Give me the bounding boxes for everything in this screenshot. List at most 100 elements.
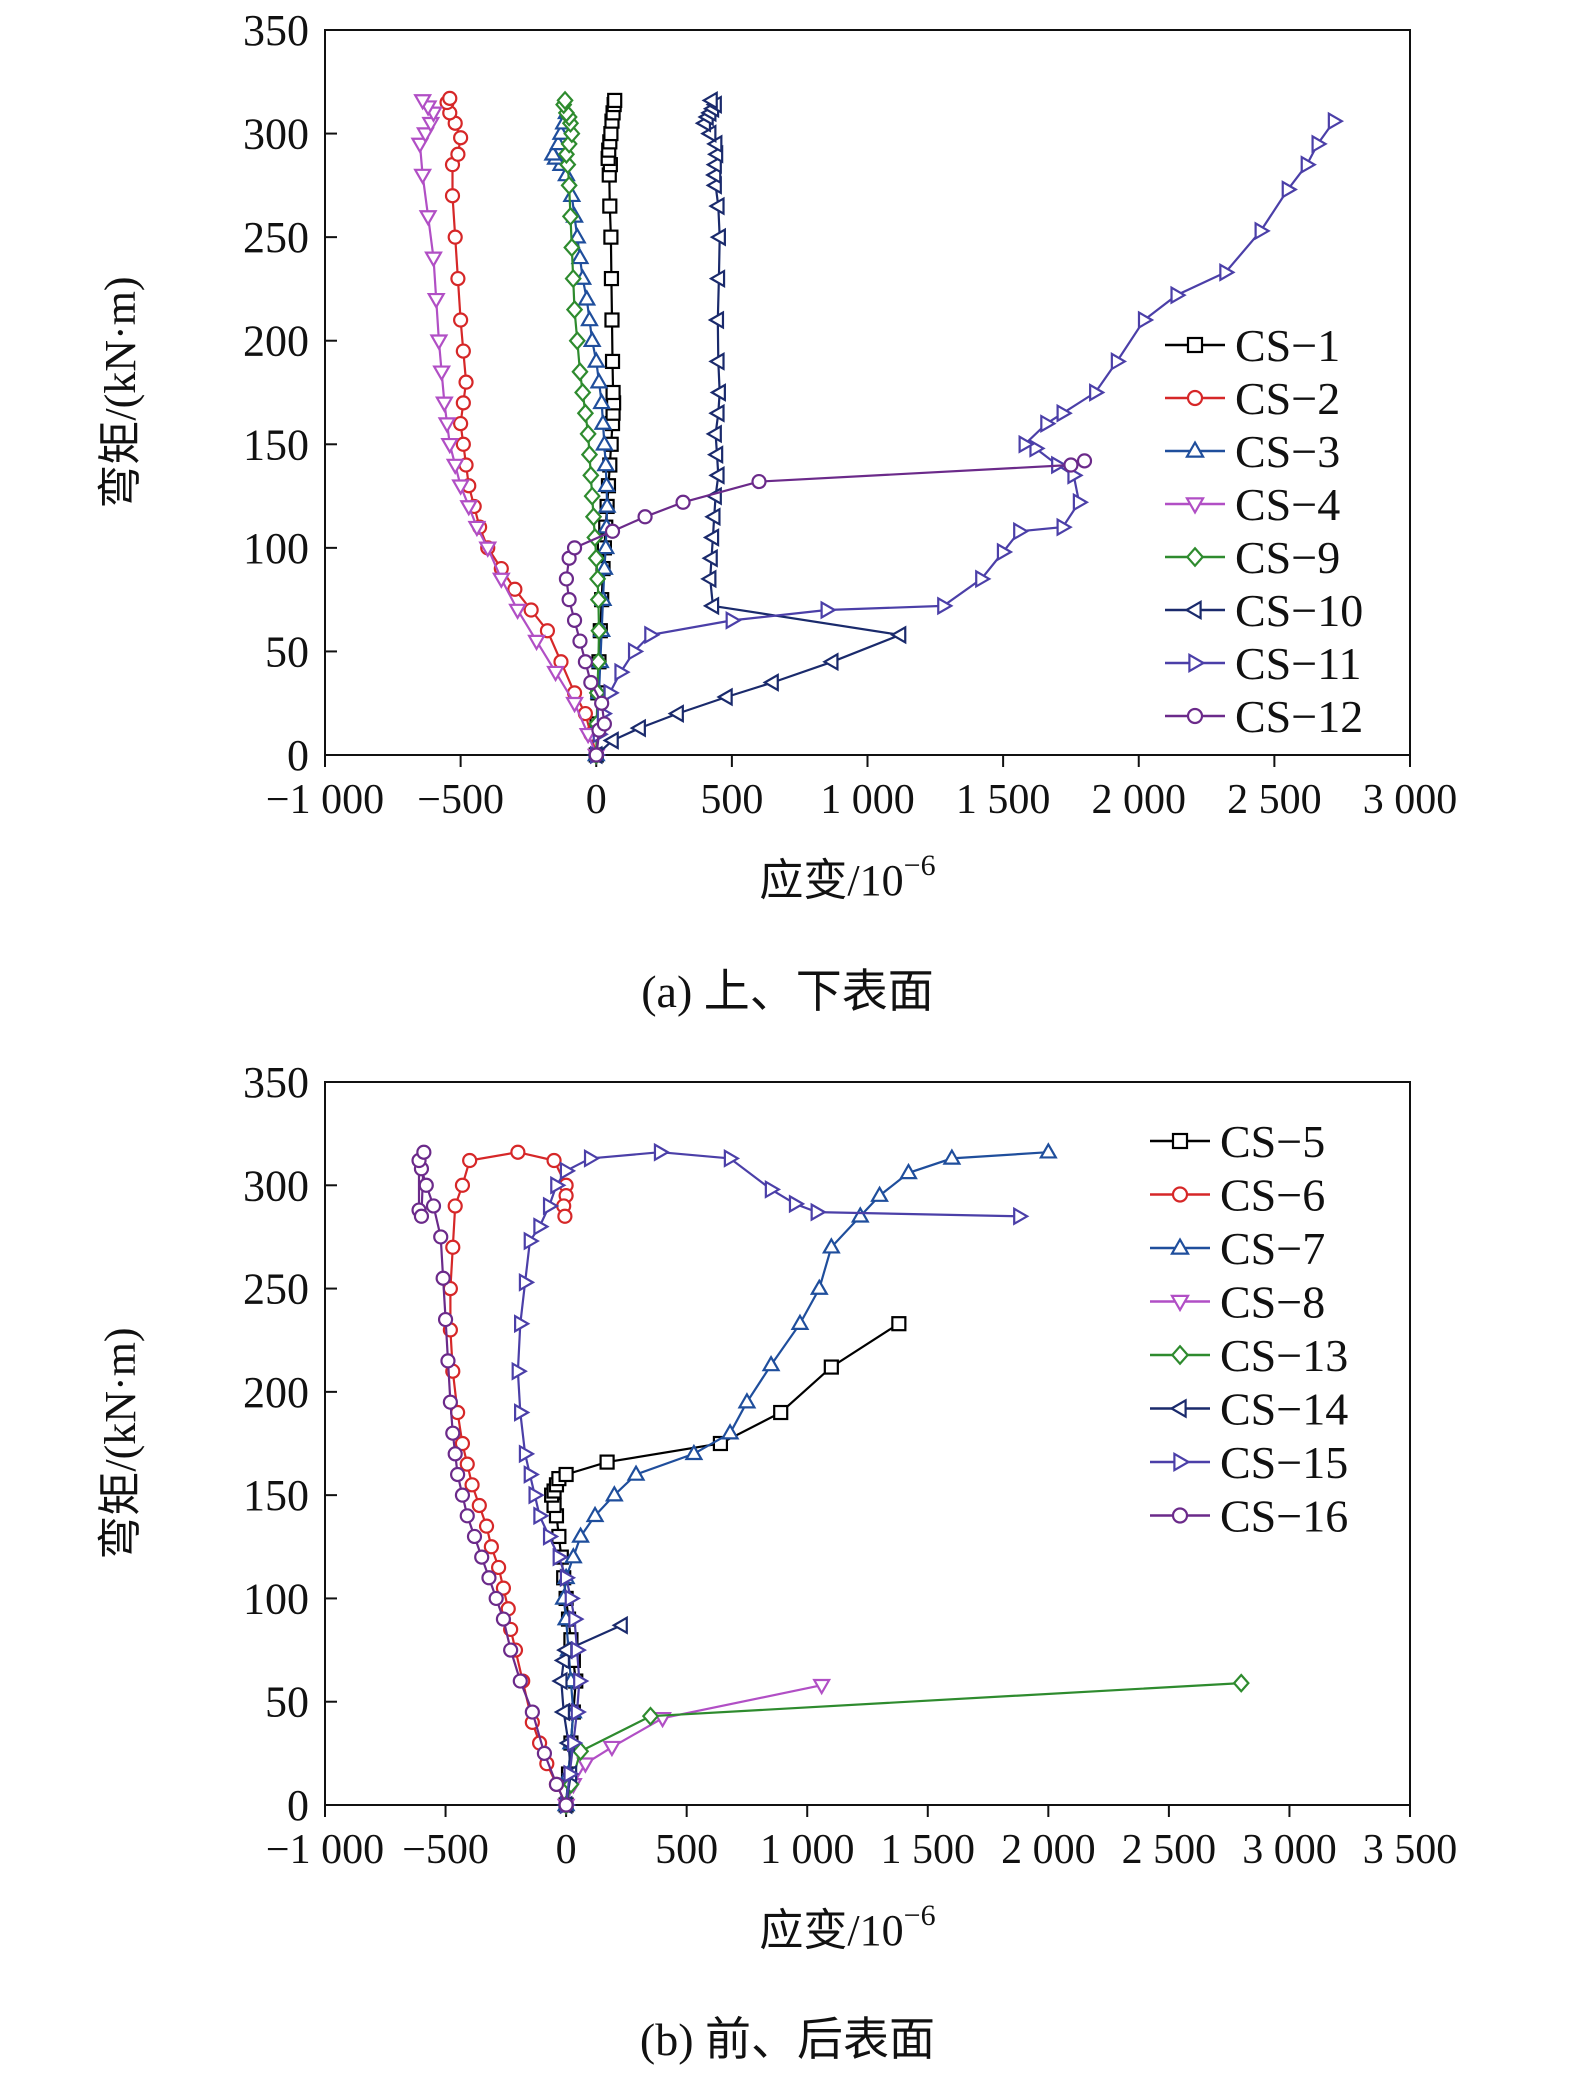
data-point [536,1745,553,1761]
data-point [451,479,471,496]
data-point [653,1142,671,1162]
data-point [478,541,498,558]
data-point [607,92,623,109]
data-point [603,125,619,142]
data-point [566,540,583,556]
data-point [410,137,430,154]
data-point [812,1678,832,1696]
legend-marker [1171,1186,1189,1203]
data-point [588,569,607,589]
data-point [455,343,471,359]
legend-label: CS−8 [1220,1277,1325,1328]
data-point [723,1149,741,1168]
data-point [437,417,457,434]
legend-marker [1185,497,1205,515]
data-point [533,1217,550,1236]
data-point [559,1568,577,1588]
data-point [584,506,603,527]
data-point [595,434,614,451]
legend-item: CS−12 [1165,691,1363,742]
data-point [471,1497,487,1514]
series-CS−8 [556,1678,832,1816]
data-point [466,1528,483,1545]
data-point [563,1764,580,1784]
legend-item: CS−14 [1150,1384,1348,1435]
y-tick-label: 300 [243,110,309,159]
y-tick-label: 350 [243,1058,309,1107]
data-point [820,600,837,620]
data-point [553,1651,571,1670]
data-point [524,1704,540,1720]
data-point [567,227,587,244]
data-point [599,1454,615,1470]
x-tick-label: 2 000 [1092,777,1187,823]
data-point [573,1671,590,1691]
data-point [637,509,653,525]
legend-label: CS−14 [1220,1384,1348,1435]
data-point [937,596,954,616]
y-tick-label: 250 [243,213,309,262]
data-point [523,1231,540,1251]
plot-frame [324,1081,1411,1806]
data-point [708,269,726,288]
x-tick-label: 1 500 [881,1827,976,1873]
data-point [552,1547,569,1567]
data-point [558,571,575,587]
data-point [523,1465,540,1484]
x-tick-label: −500 [417,777,504,823]
data-point [597,475,616,493]
legend-item: CS−11 [1165,638,1362,689]
x-tick-label: 2 500 [1227,777,1322,823]
legend-item: CS−7 [1150,1223,1325,1274]
data-point [809,1278,829,1295]
data-point [474,1549,490,1565]
data-point [453,130,469,146]
data-point [447,1198,463,1214]
data-point [488,1590,504,1607]
data-point [627,642,645,661]
y-tick-label: 150 [243,420,309,469]
data-point [455,395,471,411]
data-point [437,1311,454,1328]
legend-label: CS−4 [1235,479,1340,530]
data-point [559,1161,577,1181]
data-point [605,384,621,401]
data-point [585,1505,605,1523]
data-point [440,1353,456,1369]
x-tick-label: 500 [655,1827,718,1873]
data-point [566,612,583,628]
data-point [709,383,726,402]
data-point [708,196,725,216]
data-point [416,1144,432,1160]
legend-marker [1170,1294,1190,1313]
data-point [590,620,608,641]
legend-label: CS−15 [1220,1437,1348,1488]
y-tick-label: 250 [243,1265,309,1314]
data-point [450,146,466,162]
x-tick-label: 1 000 [820,777,915,823]
data-point [821,1237,841,1254]
legend-label: CS−9 [1235,532,1340,583]
data-point [533,1506,550,1526]
data-point [426,292,446,310]
x-tick-label: −1 000 [266,777,384,823]
series-CS−9 [555,90,608,765]
data-point [708,403,725,423]
data-point [565,299,584,320]
data-point [705,424,722,444]
data-point [511,1361,528,1381]
data-point [418,1177,434,1193]
data-point [702,528,720,547]
data-point [413,94,433,111]
series-CS−12 [558,453,1093,763]
data-point [890,625,907,645]
data-point [507,581,523,597]
data-point [518,1444,536,1464]
data-point [568,330,586,351]
data-point [1219,262,1236,282]
data-point [1089,383,1106,402]
data-point [1110,352,1128,371]
caption-a: (a) 上、下表面 [641,966,934,1017]
data-point [440,437,460,455]
